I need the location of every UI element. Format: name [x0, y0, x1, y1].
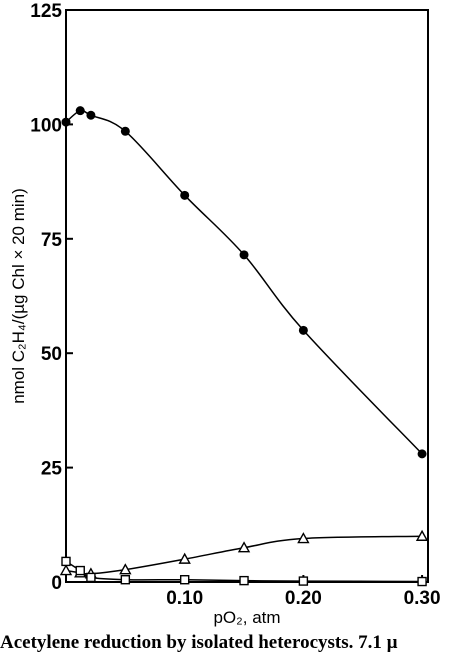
- data-point: [239, 575, 249, 586]
- y-axis-ticks: 0 25 50 75 100 125: [30, 1, 73, 594]
- y-axis-title: nmol C₂H₄/(µg Chl × 20 min): [9, 188, 28, 404]
- y-tick-label: 125: [30, 1, 62, 22]
- data-point: [75, 106, 85, 116]
- x-tick-label: 0.30: [404, 588, 441, 609]
- data-point: [417, 449, 427, 459]
- chart: 0 25 50 75 100 125 0.10 0.20 0.30 nmol C₂H₄/(µg…: [9, 1, 441, 627]
- data-point: [415, 529, 429, 541]
- plot-frame: [65, 9, 429, 583]
- data-point: [298, 576, 309, 586]
- data-point: [179, 575, 190, 585]
- data-point: [120, 575, 131, 585]
- y-tick-label: 50: [41, 344, 62, 365]
- data-point: [59, 564, 73, 576]
- x-axis-title: pO₂, atm: [213, 608, 280, 627]
- data-point: [86, 572, 96, 583]
- series-1: [61, 106, 427, 459]
- data-point: [120, 126, 130, 136]
- data-point: [61, 556, 71, 567]
- data-point: [297, 532, 310, 544]
- data-point: [417, 576, 427, 587]
- data-point: [119, 563, 132, 575]
- data-point: [178, 552, 191, 564]
- series-3: [61, 556, 427, 587]
- y-tick-label: 75: [41, 230, 63, 251]
- figure-caption: Acetylene reduction by isolated heterocy…: [0, 632, 398, 653]
- y-tick-label: 100: [30, 115, 62, 136]
- series-line: [65, 109, 423, 455]
- data-point: [75, 565, 85, 576]
- data-point: [239, 250, 249, 260]
- y-tick-label: 0: [51, 573, 62, 594]
- data-point: [237, 541, 251, 553]
- data-point: [298, 325, 308, 335]
- x-tick-label: 0.10: [166, 588, 203, 609]
- series-layer: [59, 106, 429, 587]
- y-tick-label: 25: [41, 459, 63, 480]
- x-tick-label: 0.20: [285, 588, 322, 609]
- data-point: [86, 110, 96, 120]
- data-point: [180, 190, 190, 200]
- series-2: [59, 529, 429, 579]
- data-point: [61, 117, 71, 127]
